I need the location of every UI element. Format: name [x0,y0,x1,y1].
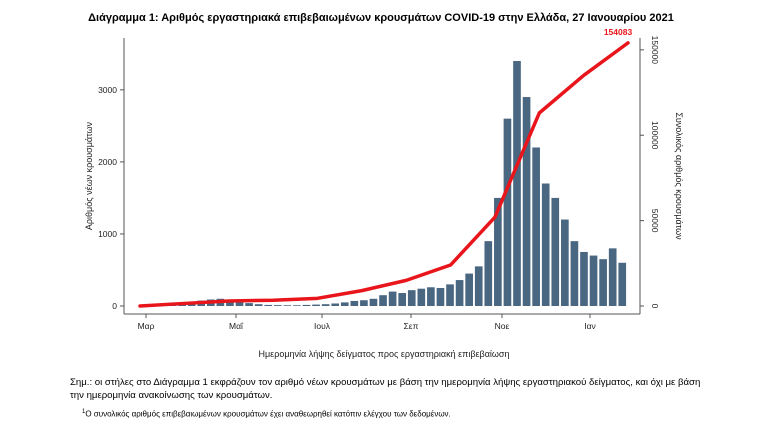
y2-tick-label: 0 [650,304,660,309]
chart-title: Διάγραμμα 1: Αριθμός εργαστηριακά επιβεβ… [88,12,674,24]
cumulative-line [138,41,630,308]
chart: Διάγραμμα 1: Αριθμός εργαστηριακά επιβεβ… [84,12,684,359]
y-tick-label: 0 [112,301,117,311]
x-tick-label: Ιουλ [314,321,331,331]
bar [245,303,253,306]
footnote-mark: 1 [82,409,86,415]
y2-tick-label: 100000 [650,121,660,150]
bar [273,305,282,306]
bar [484,241,493,306]
bar [407,290,416,306]
bar [570,241,579,306]
bar [599,259,607,306]
bar-series [140,61,627,306]
x-tick-label: Σεπ [404,321,419,331]
chart-note: Σημ.: οι στήλες στο Διάγραμμα 1 εκφράζου… [70,377,701,401]
bar [235,301,244,306]
y2-axis-title: Συνολικός αριθμός κρουσμάτων [674,112,684,240]
bar [474,266,483,306]
bar [350,300,359,306]
bar [551,197,560,306]
plot-frame [123,38,641,315]
y2-tick-label: 50000 [650,209,660,233]
bar [465,273,473,306]
bar [302,304,311,306]
bar [388,291,397,306]
bar [494,197,502,306]
bar [561,219,569,306]
bar [503,118,512,306]
bar [264,304,273,306]
y-axis-title: Αριθμός νέων κρουσμάτων [84,121,94,230]
x-tick-label: Μαρ [138,321,155,331]
bar [283,305,292,306]
y-tick-label: 1000 [98,229,117,239]
bar [427,287,435,306]
bar [379,295,387,306]
cumulative-line-series [138,41,630,308]
bar [321,304,330,306]
y2-tick-label: 150000 [650,36,660,65]
bar [436,287,445,306]
y-tick-label: 2000 [98,157,117,167]
footnote-text: Ο συνολικός αριθμός επιβεβαιωμένων κρουσ… [85,409,451,419]
bar [226,299,234,306]
x-tick-label: Νοε [495,321,510,331]
y2-axis-ticks: 0 50000 100000 150000 [640,36,660,309]
x-axis-title: Ημερομηνία λήψης δείγματος προς εργαστηρ… [259,349,510,359]
total-cases-label: 154083 [604,27,633,37]
bar [608,248,617,306]
bar [254,304,263,306]
bar [455,280,464,306]
bar [293,305,301,306]
bar [580,251,588,306]
bar [369,298,378,306]
x-tick-label: Μαΐ [229,321,244,331]
y-tick-label: 3000 [98,85,117,95]
bar [331,303,340,306]
bar [312,304,320,306]
bar [589,255,598,306]
bar [618,262,627,306]
y-axis-ticks: 0 1000 2000 3000 [98,85,124,311]
bar [360,300,368,306]
bar [522,97,531,306]
x-tick-label: Ιαν [584,321,596,331]
bar [513,61,521,306]
bar [417,288,426,306]
bar [340,302,349,306]
footnote: 1Ο συνολικός αριθμός επιβεβαιωμένων κρου… [82,409,722,419]
x-axis-ticks: Μαρ Μαΐ Ιουλ Σεπ Νοε Ιαν [138,314,596,331]
bar [541,183,550,306]
bar [532,147,540,306]
bar [446,284,454,306]
bar [398,293,407,306]
